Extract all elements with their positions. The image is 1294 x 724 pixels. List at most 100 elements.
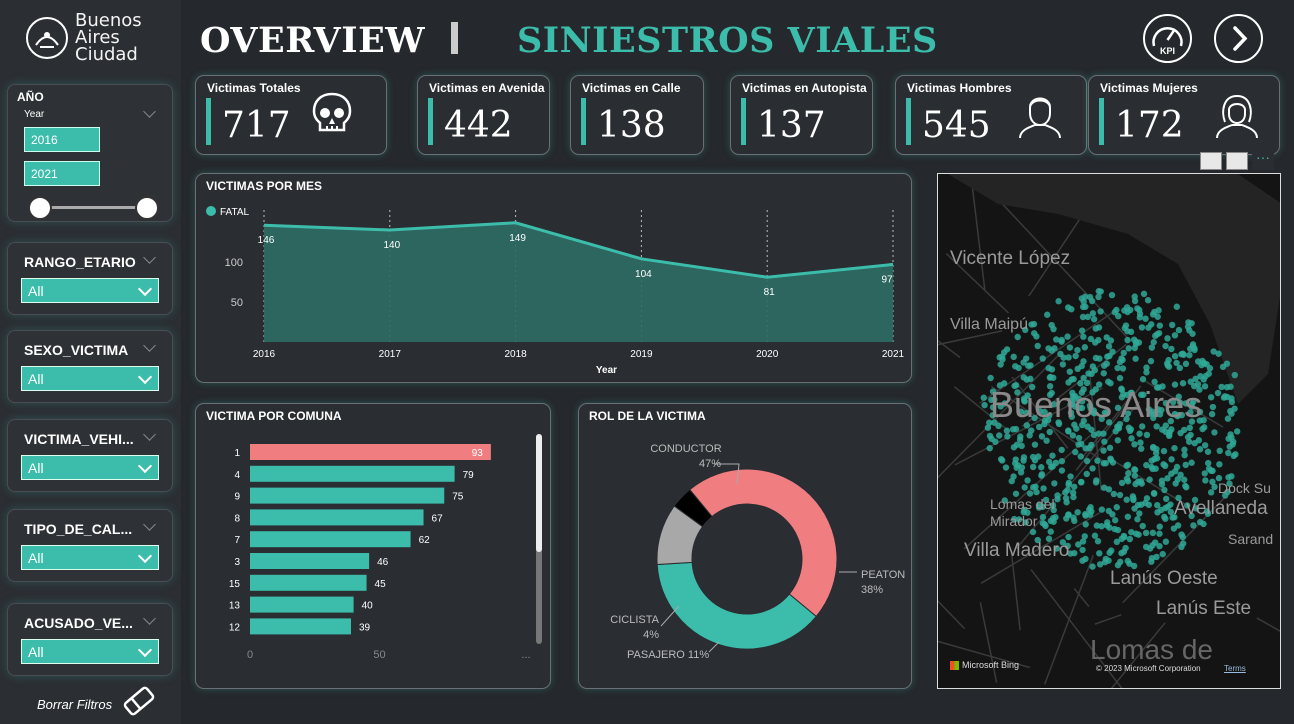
map-point[interactable]	[1078, 398, 1086, 405]
map-point[interactable]	[1173, 463, 1181, 471]
map-point[interactable]	[1089, 389, 1096, 396]
map-point[interactable]	[1192, 375, 1199, 383]
map-point[interactable]	[1228, 395, 1235, 402]
map-point[interactable]	[1167, 501, 1174, 508]
map-point[interactable]	[1029, 463, 1037, 471]
map-point[interactable]	[1098, 506, 1106, 513]
map-point[interactable]	[1104, 519, 1111, 526]
map-point[interactable]	[1047, 373, 1054, 381]
map-point[interactable]	[1119, 365, 1127, 372]
map-point[interactable]	[1221, 492, 1229, 499]
map-point[interactable]	[1165, 356, 1172, 364]
map-point[interactable]	[1115, 312, 1122, 320]
map-point[interactable]	[1028, 427, 1035, 434]
map-point[interactable]	[1071, 517, 1078, 525]
map-point[interactable]	[1169, 321, 1176, 329]
map-point[interactable]	[1067, 550, 1074, 557]
map-point[interactable]	[1145, 501, 1153, 509]
map-point[interactable]	[1134, 305, 1141, 312]
map-point[interactable]	[1094, 537, 1102, 545]
map-point[interactable]	[1089, 465, 1096, 472]
map-point[interactable]	[1035, 502, 1043, 509]
map-point[interactable]	[995, 422, 1002, 430]
map-point[interactable]	[1077, 453, 1084, 460]
map-point[interactable]	[1047, 463, 1055, 471]
map-point[interactable]	[1083, 379, 1091, 387]
map-point[interactable]	[1064, 486, 1071, 494]
map-point[interactable]	[1137, 439, 1144, 446]
map-point[interactable]	[1064, 333, 1071, 340]
bar[interactable]	[250, 531, 411, 548]
map-point[interactable]	[1116, 374, 1124, 382]
chevron-down-icon[interactable]	[143, 251, 156, 264]
map-point[interactable]	[1144, 297, 1152, 304]
year-slider-track[interactable]	[38, 206, 146, 209]
map-point[interactable]	[1205, 465, 1213, 472]
map-point[interactable]	[1029, 383, 1036, 391]
map-point[interactable]	[1052, 514, 1059, 521]
map-point[interactable]	[1138, 501, 1145, 508]
map-point[interactable]	[1079, 313, 1087, 321]
bar[interactable]	[250, 465, 455, 482]
map-point[interactable]	[1062, 494, 1070, 502]
map-point[interactable]	[1080, 333, 1087, 340]
map-point[interactable]	[1140, 391, 1147, 398]
map-point[interactable]	[1034, 342, 1041, 350]
map-point[interactable]	[1066, 344, 1074, 351]
map-point[interactable]	[1128, 528, 1135, 536]
map-point[interactable]	[1191, 496, 1199, 504]
map-point[interactable]	[1204, 510, 1212, 517]
map-point[interactable]	[1101, 438, 1108, 445]
map-point[interactable]	[1043, 437, 1050, 444]
map-point[interactable]	[1154, 501, 1161, 509]
map-point[interactable]	[1017, 408, 1025, 415]
map-point[interactable]	[1162, 495, 1170, 503]
map-point[interactable]	[1162, 504, 1169, 512]
map-point[interactable]	[1033, 333, 1040, 340]
map-point[interactable]	[1171, 352, 1179, 360]
map-point[interactable]	[1018, 464, 1026, 471]
map-point[interactable]	[986, 419, 993, 426]
donut-slice[interactable]	[673, 488, 713, 528]
map-point[interactable]	[1074, 509, 1081, 516]
map-point[interactable]	[1182, 400, 1189, 407]
map-point[interactable]	[1027, 362, 1034, 369]
map-point[interactable]	[1024, 509, 1031, 516]
map-point[interactable]	[1150, 490, 1158, 497]
map-point[interactable]	[1156, 542, 1163, 550]
map-point[interactable]	[1158, 406, 1165, 414]
map-point[interactable]	[1091, 532, 1099, 539]
map-point[interactable]	[1088, 370, 1095, 378]
map-point[interactable]	[1003, 427, 1011, 434]
map-point[interactable]	[1044, 311, 1051, 318]
map-point[interactable]	[1142, 315, 1149, 322]
map-point[interactable]	[1039, 513, 1047, 521]
map-point[interactable]	[1204, 448, 1212, 455]
map-point[interactable]	[1089, 363, 1097, 370]
chevron-down-icon[interactable]	[143, 339, 156, 352]
map-point[interactable]	[1130, 562, 1138, 570]
map-point[interactable]	[1072, 352, 1079, 360]
map-point[interactable]	[1064, 542, 1071, 550]
clear-filters-label[interactable]: Borrar Filtros	[37, 697, 113, 712]
map-point[interactable]	[1074, 346, 1081, 354]
map-point[interactable]	[1105, 486, 1113, 493]
map-point[interactable]	[1022, 519, 1029, 526]
map-point[interactable]	[1208, 410, 1216, 418]
map-point[interactable]	[1138, 324, 1146, 331]
map-point[interactable]	[1100, 484, 1108, 491]
map-point[interactable]	[1033, 488, 1040, 496]
map-point[interactable]	[1104, 353, 1111, 360]
year-to-input[interactable]: 2021	[24, 161, 100, 186]
map-point[interactable]	[1188, 418, 1196, 425]
map-point[interactable]	[1108, 291, 1116, 299]
map-point[interactable]	[1111, 517, 1119, 524]
map-point[interactable]	[1178, 411, 1186, 419]
map-point[interactable]	[1108, 547, 1115, 554]
map-point[interactable]	[1134, 516, 1141, 523]
map-point[interactable]	[1167, 508, 1175, 516]
map-point[interactable]	[1096, 550, 1103, 557]
map-point[interactable]	[1080, 374, 1087, 382]
map-point[interactable]	[1065, 354, 1072, 361]
map-point[interactable]	[1038, 464, 1045, 471]
